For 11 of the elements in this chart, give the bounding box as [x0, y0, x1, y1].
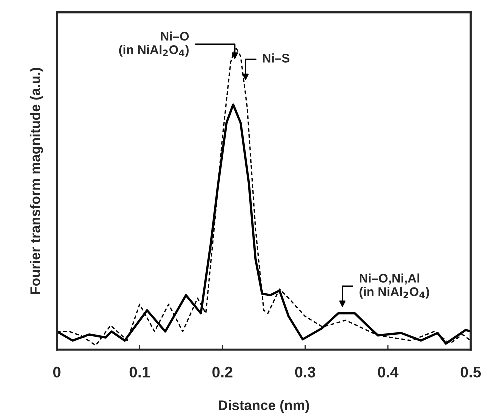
- annotation: Ni–O (in NiAl$_{2}$O$_{4}$): [119, 32, 190, 57]
- x-axis-title: Distance (nm): [219, 400, 310, 414]
- x-tick-label: 0.1: [130, 366, 150, 378]
- y-axis-title: Fourier transform magnitude (a.u.): [30, 68, 44, 294]
- annotation: Ni–S: [263, 54, 290, 63]
- x-tick-label: 0.3: [295, 366, 316, 378]
- annotation: Ni–O,Ni,Al (in NiAl$_{2}$O$_{4}$): [360, 274, 430, 299]
- x-tick-label: 0.4: [378, 366, 399, 378]
- x-tick-label: 0: [53, 366, 61, 378]
- x-tick-label: 0.2: [212, 366, 233, 378]
- x-tick-label: 0.5: [460, 366, 482, 378]
